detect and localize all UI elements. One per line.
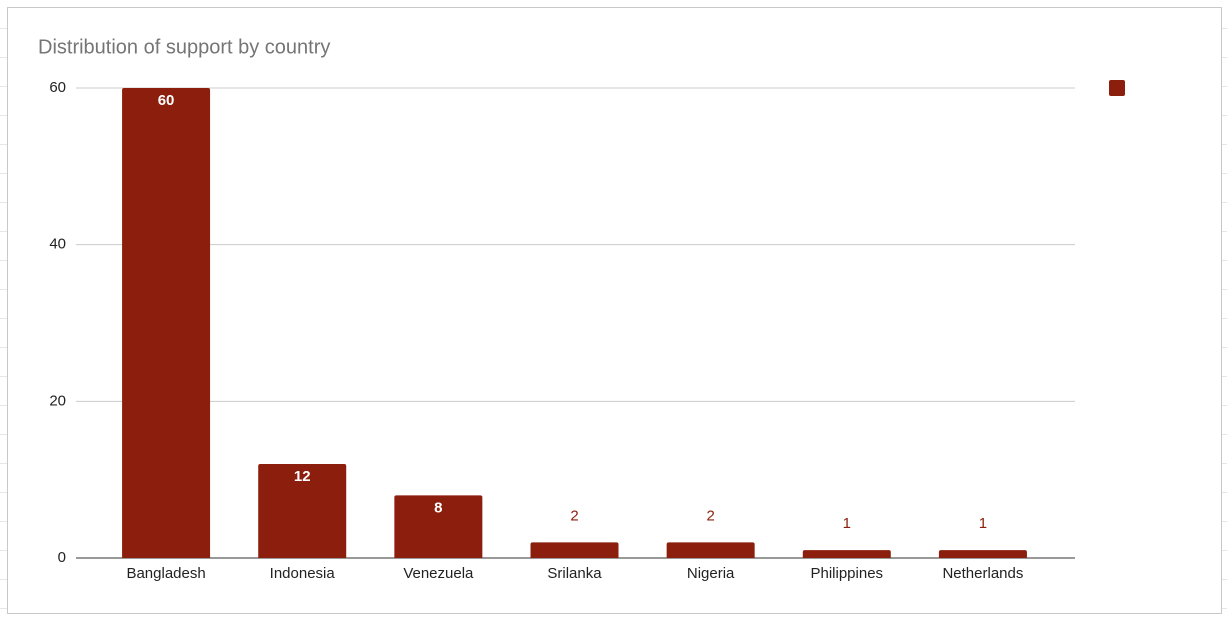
data-label: 1 bbox=[979, 515, 987, 532]
data-label: 12 bbox=[294, 468, 311, 485]
bar bbox=[938, 550, 1027, 558]
x-tick-label: Venezuela bbox=[403, 565, 474, 582]
chart-title: Distribution of support by country bbox=[38, 36, 330, 58]
y-tick-label: 20 bbox=[49, 392, 66, 409]
x-tick-label: Srilanka bbox=[547, 565, 602, 582]
data-label: 2 bbox=[570, 507, 578, 524]
x-tick-label: Bangladesh bbox=[126, 565, 205, 582]
data-label: 8 bbox=[434, 499, 442, 516]
bar bbox=[530, 542, 619, 558]
bar bbox=[666, 542, 755, 558]
bar bbox=[394, 495, 483, 558]
data-label: 60 bbox=[158, 92, 175, 109]
x-tick-label: Netherlands bbox=[942, 565, 1023, 582]
y-tick-label: 0 bbox=[58, 549, 66, 566]
data-label: 2 bbox=[706, 507, 714, 524]
bar bbox=[802, 550, 891, 558]
bar bbox=[122, 88, 211, 558]
x-tick-label: Nigeria bbox=[687, 565, 735, 582]
y-tick-label: 60 bbox=[49, 79, 66, 96]
data-label: 1 bbox=[843, 515, 851, 532]
legend-swatch bbox=[1109, 80, 1125, 96]
x-tick-label: Philippines bbox=[811, 565, 884, 582]
y-tick-label: 40 bbox=[49, 236, 66, 253]
bar bbox=[258, 464, 347, 558]
x-tick-label: Indonesia bbox=[270, 565, 336, 582]
